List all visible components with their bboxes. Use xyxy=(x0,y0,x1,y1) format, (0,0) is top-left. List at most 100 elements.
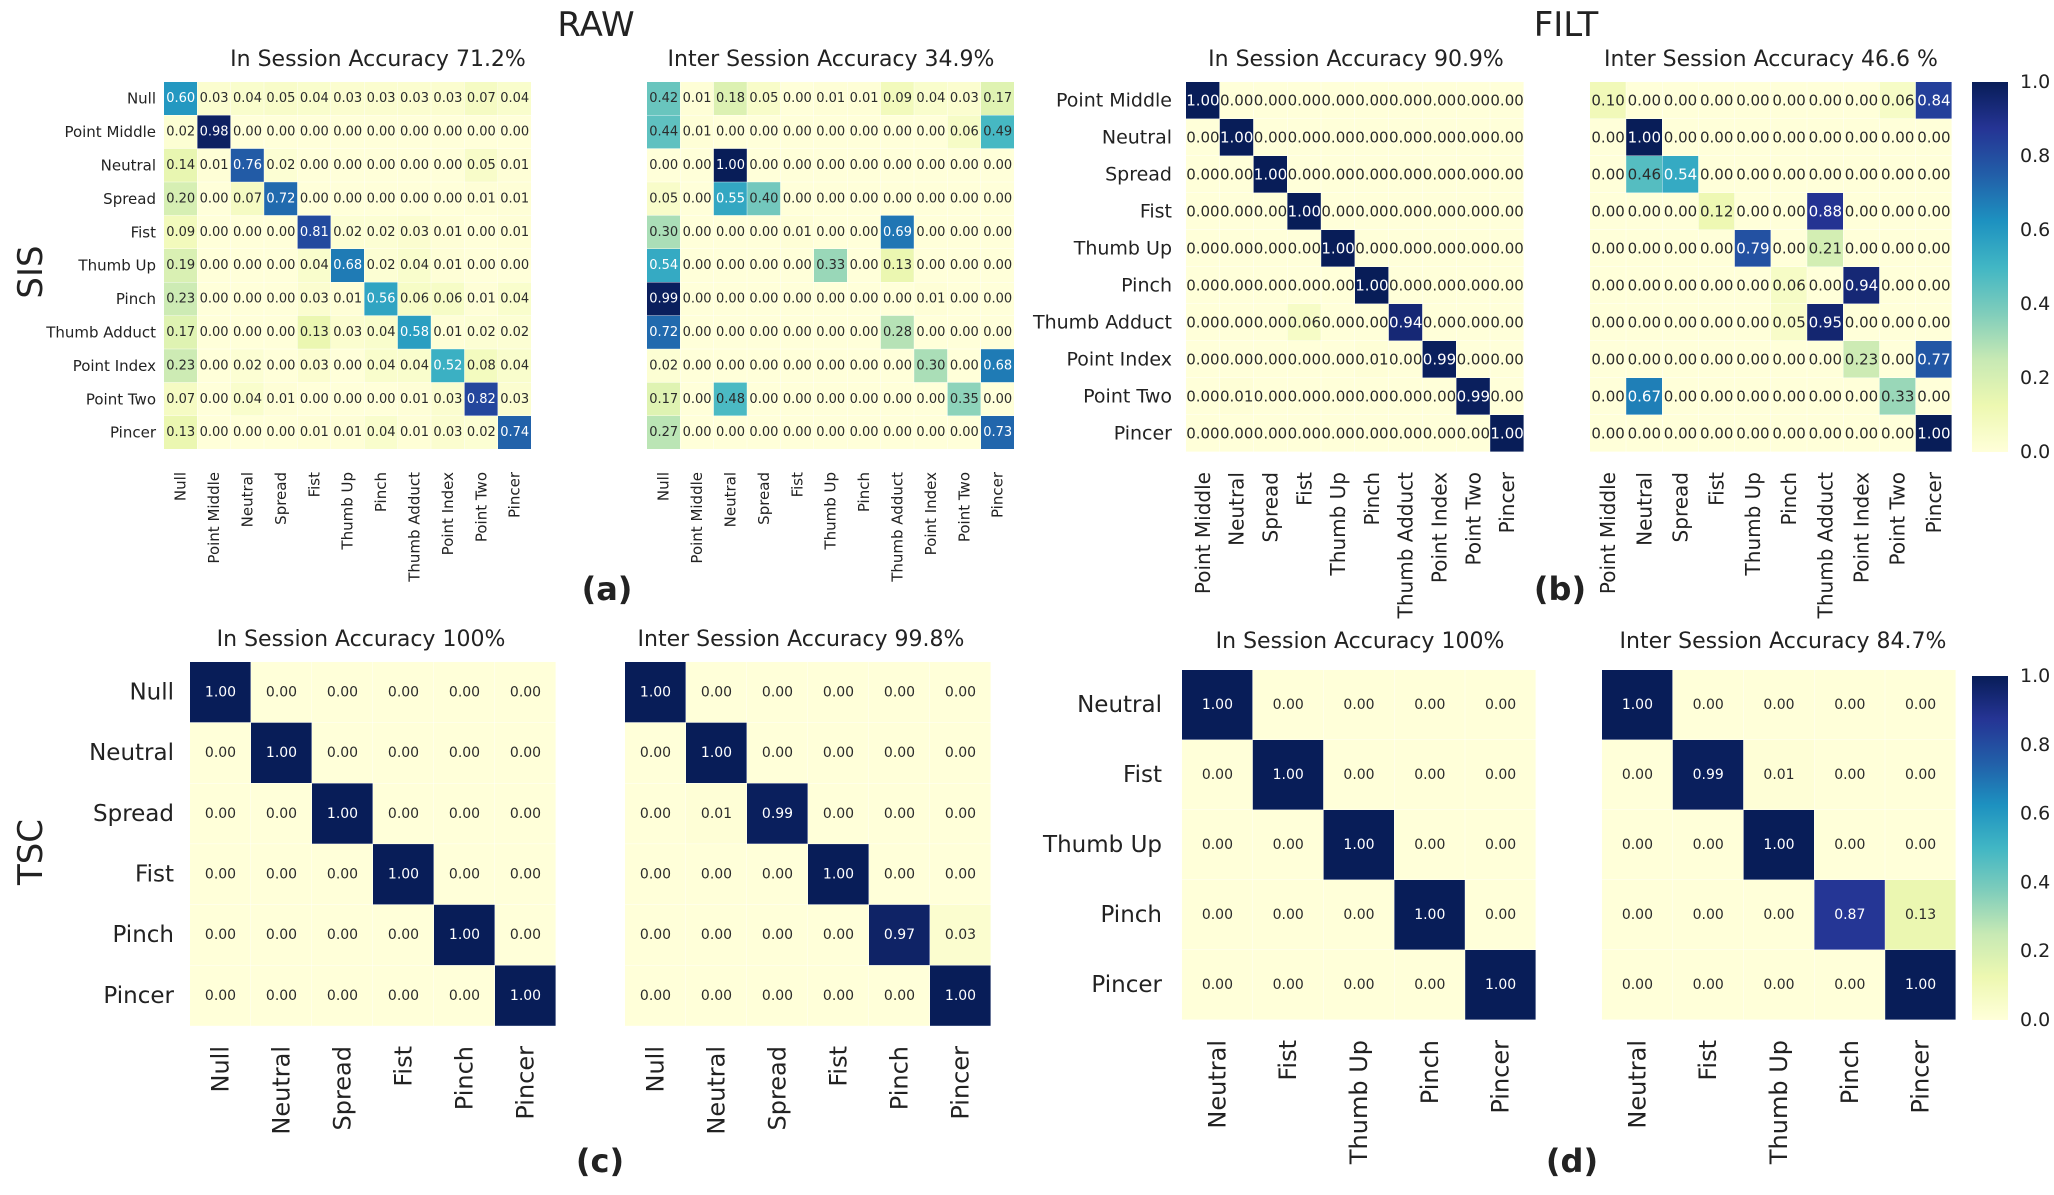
cell-value-label: 0.00 xyxy=(1389,425,1422,443)
heatmap-cell xyxy=(251,783,312,844)
cell-value-label: 0.00 xyxy=(1288,92,1321,110)
heatmap-cell xyxy=(1843,341,1880,378)
heatmap-cell xyxy=(1743,810,1814,880)
cell-value-label: 0.76 xyxy=(233,158,262,173)
heatmap-cell xyxy=(814,282,847,316)
column-tick-label: Pincer xyxy=(1495,471,1519,533)
column-tick-label: Spread xyxy=(764,1046,792,1131)
heatmap-cell xyxy=(495,783,556,844)
heatmap-cell xyxy=(1422,82,1456,119)
column-tick-label: Neutral xyxy=(722,472,740,527)
heatmap-cell xyxy=(434,844,495,905)
heatmap-cell xyxy=(680,148,714,182)
column-header-filt: FILT xyxy=(1534,5,1599,45)
heatmap-cell xyxy=(1734,378,1771,415)
heatmap-cell xyxy=(1662,193,1699,230)
heatmap-cell xyxy=(164,249,197,282)
cell-value-label: 0.21 xyxy=(1809,240,1842,258)
cell-value-label: 0.00 xyxy=(1457,240,1490,258)
heatmap-cell xyxy=(747,182,781,216)
column-tick-label: Point Index xyxy=(1850,472,1874,583)
heatmap-cell xyxy=(464,349,498,383)
cell-value-label: 0.00 xyxy=(1321,166,1354,184)
cell-value-label: 0.00 xyxy=(400,158,429,173)
heatmap-cell xyxy=(495,844,556,905)
heatmap-cell xyxy=(847,249,881,282)
cell-value-label: 0.04 xyxy=(233,91,262,106)
cell-value-label: 0.00 xyxy=(266,225,295,240)
heatmap-cell xyxy=(297,282,331,316)
heatmap-cell xyxy=(747,115,781,149)
cell-value-label: 0.00 xyxy=(1220,166,1253,184)
cell-value-label: 0.00 xyxy=(816,292,845,307)
column-tick-label: Spread xyxy=(272,472,290,525)
heatmap-cell xyxy=(1807,230,1843,267)
cell-value-label: 0.00 xyxy=(945,866,976,882)
cell-value-label: 0.00 xyxy=(1736,92,1769,110)
heatmap-cell xyxy=(1734,119,1771,156)
heatmap-cell xyxy=(1355,378,1389,415)
heatmap-cell xyxy=(1879,82,1916,119)
row-tick-label: Thumb Up xyxy=(77,257,156,275)
heatmap-cell xyxy=(1626,230,1662,267)
cell-value-label: 0.00 xyxy=(1343,767,1374,783)
cell-value-label: 0.00 xyxy=(1254,240,1287,258)
cell-value-label: 0.03 xyxy=(300,292,329,307)
cell-value-label: 0.01 xyxy=(916,292,945,307)
column-tick-label: Spread xyxy=(755,472,773,525)
heatmap-cell xyxy=(930,844,991,905)
cell-value-label: 0.20 xyxy=(166,191,195,206)
cell-value-label: 0.04 xyxy=(400,258,429,273)
heatmap-cell xyxy=(680,315,714,349)
heatmap-cell xyxy=(1771,341,1807,378)
column-tick-label: Pincer xyxy=(947,1046,975,1120)
heatmap-cell xyxy=(1743,950,1814,1020)
cell-value-label: 1.00 xyxy=(1202,697,1233,713)
cell-value-label: 1.00 xyxy=(449,927,480,943)
cell-value-label: 0.55 xyxy=(716,191,745,206)
column-tick-label: Null xyxy=(172,472,190,501)
heatmap-cell xyxy=(814,215,847,249)
cell-value-label: 0.00 xyxy=(1490,388,1523,406)
cell-value-label: 0.00 xyxy=(749,158,778,173)
cell-value-label: 0.18 xyxy=(716,91,745,106)
cell-value-label: 0.00 xyxy=(1700,166,1733,184)
cell-value-label: 1.00 xyxy=(266,745,297,761)
cell-value-label: 0.72 xyxy=(266,191,295,206)
cell-value-label: 1.00 xyxy=(640,684,671,700)
cell-value-label: 0.00 xyxy=(327,927,358,943)
cell-value-label: 0.00 xyxy=(1389,92,1422,110)
cell-value-label: 0.00 xyxy=(1202,837,1233,853)
panel-label-d: (d) xyxy=(1546,1142,1598,1180)
cell-value-label: 0.35 xyxy=(950,392,979,407)
cell-value-label: 0.00 xyxy=(983,258,1012,273)
heatmap-cell xyxy=(297,182,331,216)
cell-value-label: 0.00 xyxy=(327,745,358,761)
heatmap-cell xyxy=(680,249,714,282)
cell-value-label: 0.40 xyxy=(749,191,778,206)
heatmap-cell xyxy=(947,148,981,182)
cell-value-label: 0.00 xyxy=(205,806,236,822)
cell-value-label: 0.17 xyxy=(166,325,195,340)
heatmap-cell xyxy=(431,182,465,216)
heatmap-cell xyxy=(1879,193,1916,230)
heatmap-cell xyxy=(647,82,680,115)
cell-value-label: 0.00 xyxy=(205,927,236,943)
heatmap-cell xyxy=(495,904,556,966)
cell-value-label: 0.03 xyxy=(300,358,329,373)
cell-value-label: 0.00 xyxy=(762,684,793,700)
matrix-title: In Session Accuracy 100% xyxy=(1216,629,1505,654)
cell-value-label: 0.00 xyxy=(1288,277,1321,295)
cell-value-label: 0.00 xyxy=(884,988,915,1004)
heatmap-cell xyxy=(814,148,847,182)
cell-value-label: 0.00 xyxy=(200,425,229,440)
heatmap-cell xyxy=(1734,193,1771,230)
heatmap-cell xyxy=(1456,156,1490,193)
column-tick-label: Pinch xyxy=(855,472,873,512)
cell-value-label: 0.49 xyxy=(983,125,1012,140)
cell-value-label: 0.00 xyxy=(1186,166,1219,184)
cell-value-label: 0.03 xyxy=(333,91,362,106)
cell-value-label: 0.84 xyxy=(1917,92,1950,110)
matrix-title: Inter Session Accuracy 46.6 % xyxy=(1604,47,1938,72)
cell-value-label: 0.00 xyxy=(950,425,979,440)
